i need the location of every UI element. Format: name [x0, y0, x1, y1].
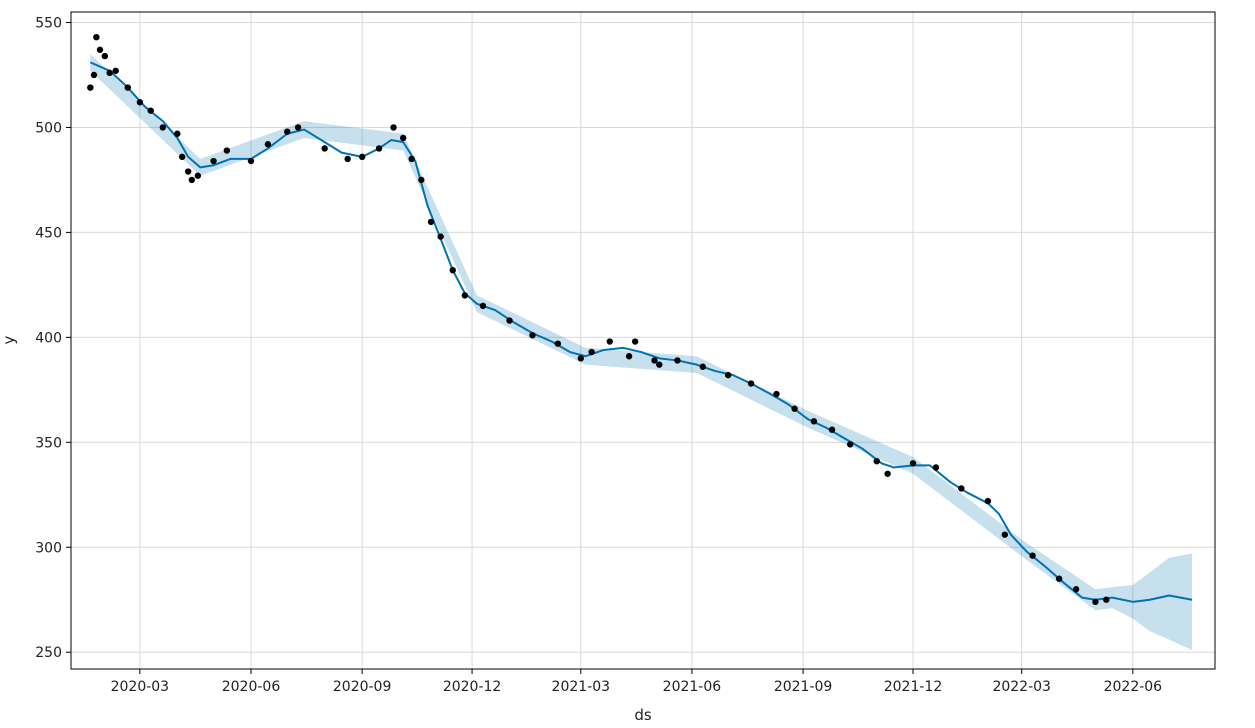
observed-point [344, 155, 351, 163]
observed-point [294, 124, 302, 131]
observed-point [147, 107, 154, 114]
y-tick-label: 400 [35, 330, 62, 346]
observed-point [791, 405, 798, 412]
observed-point [506, 317, 513, 324]
observed-point [264, 141, 272, 148]
observed-point [631, 338, 639, 345]
observed-point [554, 340, 562, 347]
observed-point [93, 33, 100, 41]
observed-point [247, 157, 255, 165]
observed-point [284, 128, 291, 135]
observed-point [656, 361, 663, 368]
x-tick-label: 2021-09 [774, 679, 833, 695]
observed-point [588, 348, 595, 356]
observed-point [577, 355, 584, 362]
observed-point [427, 218, 435, 226]
x-tick-label: 2021-03 [552, 679, 611, 695]
observed-point [674, 357, 681, 364]
observed-point [136, 99, 144, 106]
observed-point [321, 145, 328, 152]
observed-point [184, 168, 192, 175]
forecast-line [89, 61, 1193, 603]
observed-point [747, 380, 755, 387]
x-tick-label: 2020-09 [333, 679, 392, 695]
observed-point [408, 155, 415, 163]
observed-point [828, 426, 836, 433]
observed-point [96, 46, 104, 53]
forecast-series-line [89, 61, 1193, 603]
x-tick-label: 2022-03 [992, 679, 1051, 695]
x-tick-label: 2021-06 [663, 679, 722, 695]
observed-point [932, 464, 940, 471]
observed-point [873, 457, 880, 465]
x-tick-label: 2020-03 [111, 679, 170, 695]
observed-point [461, 292, 469, 299]
grid [71, 12, 1215, 669]
observed-point [479, 302, 487, 310]
x-tick-label: 2020-12 [443, 679, 502, 695]
y-axis: 250 300 350 400 450 500 550 [35, 15, 71, 661]
observed-point [106, 69, 113, 77]
observed-point [606, 338, 613, 345]
observed-point [846, 441, 854, 448]
observed-point [1103, 596, 1110, 603]
x-tick-label: 2020-06 [222, 679, 281, 695]
observed-point [358, 153, 366, 161]
observed-point [210, 157, 217, 165]
x-tick-label: 2022-06 [1104, 679, 1163, 695]
observed-point [188, 176, 196, 184]
y-tick-label: 350 [35, 435, 62, 451]
observed-point [449, 266, 456, 274]
observed-point [1055, 575, 1063, 582]
observed-point [418, 176, 425, 184]
observed-point [390, 124, 397, 131]
plot-frame [70, 11, 1216, 670]
y-tick-label: 300 [35, 540, 62, 556]
observed-point [1029, 552, 1036, 559]
observed-point [773, 390, 780, 398]
observed-point [958, 485, 965, 492]
observed-point [651, 357, 658, 364]
y-tick-label: 450 [35, 225, 62, 241]
x-axis-label: ds [634, 706, 652, 724]
observed-points [87, 33, 1110, 606]
observed-point [124, 84, 131, 91]
observed-point [223, 147, 231, 154]
y-tick-label: 250 [35, 645, 62, 661]
observed-point [101, 52, 109, 60]
observed-point [625, 353, 633, 360]
observed-point [909, 460, 917, 467]
observed-point [112, 67, 119, 74]
observed-point [884, 470, 891, 477]
observed-point [437, 233, 444, 240]
y-axis-label: y [0, 335, 18, 344]
observed-point [699, 363, 706, 370]
observed-point [529, 332, 536, 339]
x-tick-label: 2021-12 [884, 679, 943, 695]
observed-point [984, 497, 992, 505]
observed-point [174, 130, 181, 137]
observed-point [194, 172, 202, 179]
observed-point [375, 145, 383, 152]
observed-point [159, 124, 167, 131]
observed-point [810, 418, 818, 425]
observed-point [1001, 531, 1009, 538]
observed-point [400, 134, 407, 142]
y-tick-label: 550 [35, 15, 62, 31]
observed-point [178, 153, 186, 161]
x-axis: 2020-03 2020-06 2020-09 2020-12 2021-03 2021-… [111, 669, 1163, 695]
y-tick-label: 500 [35, 120, 62, 136]
observed-point [724, 371, 732, 379]
observed-point [87, 84, 94, 91]
observed-point [90, 71, 98, 79]
observed-point [1092, 598, 1099, 606]
observed-point [1072, 586, 1080, 593]
